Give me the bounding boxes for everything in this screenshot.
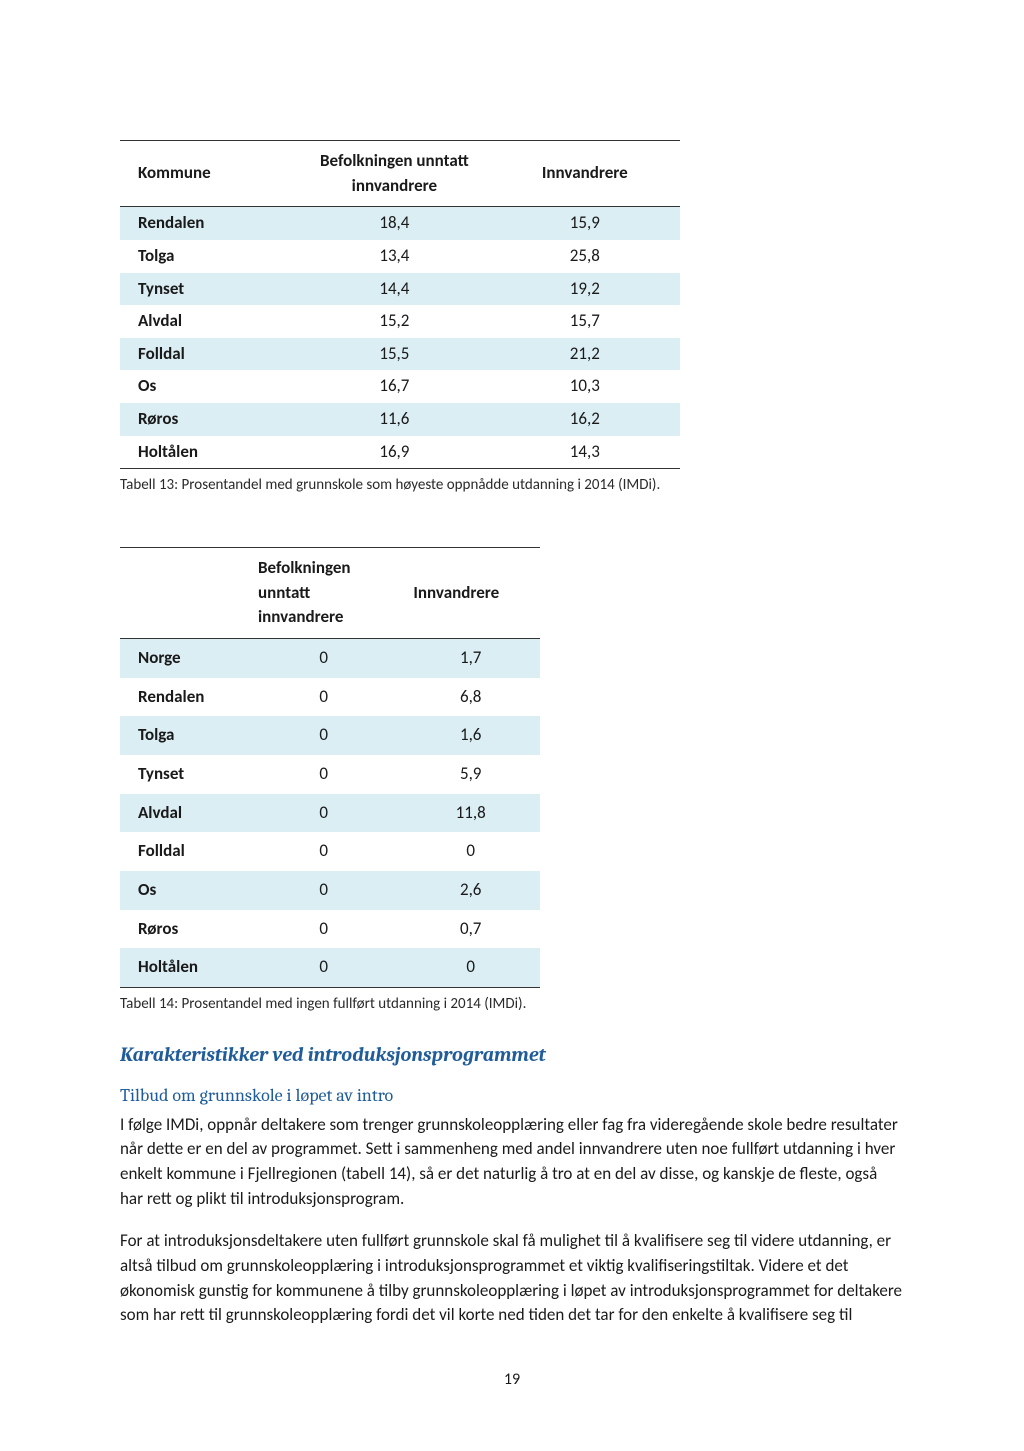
municipality-cell: Røros [120,910,246,949]
municipality-cell: Norge [120,639,246,678]
table-row: Tolga01,6 [120,716,540,755]
municipality-cell: Folldal [120,338,299,371]
table-row: Alvdal15,215,7 [120,305,680,338]
municipality-cell: Alvdal [120,794,246,833]
municipality-cell: Rendalen [120,207,299,240]
paragraph-1: I følge IMDi, oppnår deltakere som treng… [120,1113,904,1212]
table-row: Tynset05,9 [120,755,540,794]
value-cell: 0 [246,755,401,794]
table-13-col-2: Innvandrere [490,141,680,207]
municipality-cell: Holtålen [120,948,246,987]
table-14-header-row: Befolkningen unntatt innvandrere Innvand… [120,548,540,639]
sub-heading: Tilbud om grunnskole i løpet av intro [120,1083,904,1109]
municipality-cell: Os [120,871,246,910]
municipality-cell: Tynset [120,755,246,794]
value-cell: 5,9 [401,755,540,794]
table-13-caption: Tabell 13: Prosentandel med grunnskole s… [120,475,904,497]
value-cell: 0 [246,832,401,871]
table-14-col-2: Innvandrere [401,548,540,639]
value-cell: 0 [246,639,401,678]
municipality-cell: Holtålen [120,436,299,469]
table-13-col-0: Kommune [120,141,299,207]
value-cell: 14,4 [299,273,489,306]
value-cell: 1,7 [401,639,540,678]
value-cell: 16,7 [299,370,489,403]
table-row: Alvdal011,8 [120,794,540,833]
municipality-cell: Tolga [120,716,246,755]
municipality-cell: Røros [120,403,299,436]
table-row: Tynset14,419,2 [120,273,680,306]
value-cell: 15,7 [490,305,680,338]
value-cell: 21,2 [490,338,680,371]
table-13-header-row: Kommune Befolkningen unntatt innvandrere… [120,141,680,207]
value-cell: 15,5 [299,338,489,371]
value-cell: 25,8 [490,240,680,273]
municipality-cell: Rendalen [120,678,246,717]
table-row: Holtålen00 [120,948,540,987]
table-row: Rendalen18,415,9 [120,207,680,240]
value-cell: 11,6 [299,403,489,436]
value-cell: 18,4 [299,207,489,240]
value-cell: 10,3 [490,370,680,403]
value-cell: 0,7 [401,910,540,949]
value-cell: 1,6 [401,716,540,755]
municipality-cell: Os [120,370,299,403]
table-13-col-1: Befolkningen unntatt innvandrere [299,141,489,207]
table-13: Kommune Befolkningen unntatt innvandrere… [120,140,680,469]
table-row: Folldal00 [120,832,540,871]
value-cell: 0 [246,794,401,833]
value-cell: 15,2 [299,305,489,338]
table-14-col-0 [120,548,246,639]
value-cell: 0 [246,678,401,717]
value-cell: 2,6 [401,871,540,910]
value-cell: 0 [401,948,540,987]
value-cell: 0 [401,832,540,871]
value-cell: 0 [246,716,401,755]
value-cell: 14,3 [490,436,680,469]
municipality-cell: Folldal [120,832,246,871]
value-cell: 15,9 [490,207,680,240]
value-cell: 6,8 [401,678,540,717]
value-cell: 0 [246,948,401,987]
page-number: 19 [120,1368,904,1391]
municipality-cell: Tolga [120,240,299,273]
table-row: Røros11,616,2 [120,403,680,436]
value-cell: 0 [246,910,401,949]
value-cell: 19,2 [490,273,680,306]
table-14-col-1: Befolkningen unntatt innvandrere [246,548,401,639]
value-cell: 11,8 [401,794,540,833]
table-row: Os16,710,3 [120,370,680,403]
value-cell: 0 [246,871,401,910]
table-14-caption: Tabell 14: Prosentandel med ingen fullfø… [120,994,904,1016]
table-row: Holtålen16,914,3 [120,436,680,469]
table-14: Befolkningen unntatt innvandrere Innvand… [120,547,540,988]
section-heading: Karakteristikker ved introduksjonsprogra… [120,1040,904,1069]
value-cell: 16,2 [490,403,680,436]
municipality-cell: Tynset [120,273,299,306]
table-row: Norge01,7 [120,639,540,678]
paragraph-2: For at introduksjonsdeltakere uten fullf… [120,1229,904,1328]
value-cell: 13,4 [299,240,489,273]
table-row: Folldal15,521,2 [120,338,680,371]
table-row: Tolga13,425,8 [120,240,680,273]
table-row: Røros00,7 [120,910,540,949]
value-cell: 16,9 [299,436,489,469]
municipality-cell: Alvdal [120,305,299,338]
table-row: Os02,6 [120,871,540,910]
table-row: Rendalen06,8 [120,678,540,717]
